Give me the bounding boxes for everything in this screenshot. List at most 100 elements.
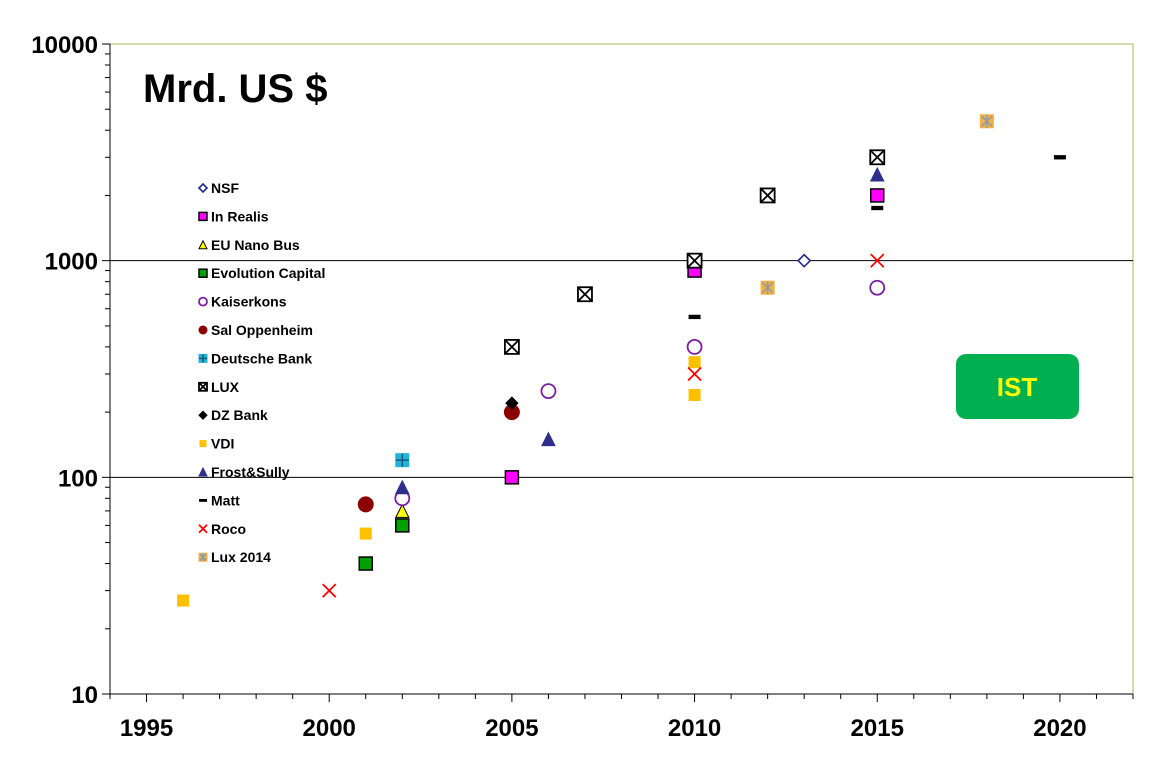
marker-cross [577,286,593,302]
legend-item: Deutsche Bank [198,350,312,366]
marker-shape [869,166,885,182]
data-point-nsf [797,253,812,268]
legend-marker [198,381,208,392]
data-point-roco [687,366,702,382]
data-point-evolution-capital [395,518,410,533]
data-point-matt [871,205,884,211]
legend-marker [198,466,208,477]
legend-marker [198,325,208,335]
legend-label: DZ Bank [211,407,268,423]
marker-shape [198,439,208,449]
data-point-eu-nano-bus [394,503,410,518]
legend-marker [198,410,208,420]
data-point-kaiserkons [869,279,886,296]
legend-marker [198,211,208,222]
data-points [176,114,1066,608]
marker-cross [322,583,337,598]
legend-label: Kaiserkons [211,294,287,310]
plot-frame [110,43,1134,694]
marker-shape [198,211,208,222]
data-point-lux [577,286,593,303]
legend: NSF In Realis EU Nano Bus Evolution Capital… [197,180,325,565]
marker-shape [358,526,373,541]
marker-shape [199,498,207,502]
marker-shape [198,410,208,420]
marker-cross [686,253,703,269]
legend-label: Evolution Capital [211,265,325,281]
marker-cross [870,253,885,268]
marker-shape [870,188,885,203]
data-point-frost-sully [541,431,556,447]
marker-cross [687,366,702,382]
y-tick-label: 100 [58,465,98,492]
marker-shape [541,431,556,447]
marker-shape [358,556,373,571]
legend-marker [198,268,208,278]
data-point-vdi [687,355,702,370]
marker-cross [198,382,208,392]
marker-shape [198,296,208,307]
marker-cross [760,187,776,204]
legend-label: Roco [211,521,246,537]
data-point-matt [688,314,701,320]
data-point-lux [686,252,703,269]
data-point-kaiserkons [540,383,557,400]
x-tick-label: 2000 [303,715,356,742]
marker-shape [1053,155,1066,160]
data-point-in-realis [870,188,885,203]
marker-shape [197,182,209,194]
legend-item: Frost&Sully [198,464,290,480]
x-tick-label: 1995 [120,715,173,742]
data-point-vdi [176,593,191,608]
marker-shape [504,470,520,485]
legend-marker [198,353,208,363]
data-point-lux [503,338,520,355]
legend-label: LUX [211,379,240,395]
marker-shape [540,383,557,400]
marker-shape [797,253,812,268]
marker-shape [198,466,208,477]
marker-shape [176,593,191,608]
marker-shape [198,268,208,278]
legend-marker [199,498,207,502]
legend-marker [198,552,208,562]
gridlines [110,260,1133,478]
marker-shape [394,479,410,495]
legend-marker [198,296,208,307]
legend-label: VDI [211,436,234,452]
legend-label: Frost&Sully [211,464,290,480]
legend-label: In Realis [211,208,269,224]
x-tick-label: 2015 [851,715,904,742]
legend-label: Sal Oppenheim [211,322,313,338]
legend-label: NSF [211,180,239,196]
marker-shape [687,387,702,402]
data-point-in-realis [504,470,520,485]
y-tick-label: 10000 [31,32,98,59]
marker-shape [686,338,703,355]
marker-shape [198,239,208,250]
marker-shape [198,325,208,335]
data-point-roco [870,253,885,268]
legend-marker [198,239,208,250]
ist-badge: IST [956,354,1079,419]
legend-item: EU Nano Bus [198,237,300,253]
data-point-matt [1053,155,1066,160]
marker-shape [688,314,701,320]
legend-marker [197,182,209,194]
data-point-frost-sully [869,166,885,182]
data-point-evolution-capital [358,556,373,571]
marker-shape [395,518,410,533]
data-point-deutsche-bank [395,453,410,468]
legend-item: Roco [198,521,246,537]
legend-marker [198,439,208,449]
ist-badge-box [956,354,1079,419]
legend-marker [198,524,208,534]
data-point-kaiserkons [686,338,703,355]
legend-label: Deutsche Bank [211,350,312,366]
legend-item: In Realis [198,208,269,224]
marker-shape [869,279,886,296]
legend-label: EU Nano Bus [211,237,300,253]
legend-item: Evolution Capital [198,265,325,281]
data-point-vdi [687,387,702,402]
